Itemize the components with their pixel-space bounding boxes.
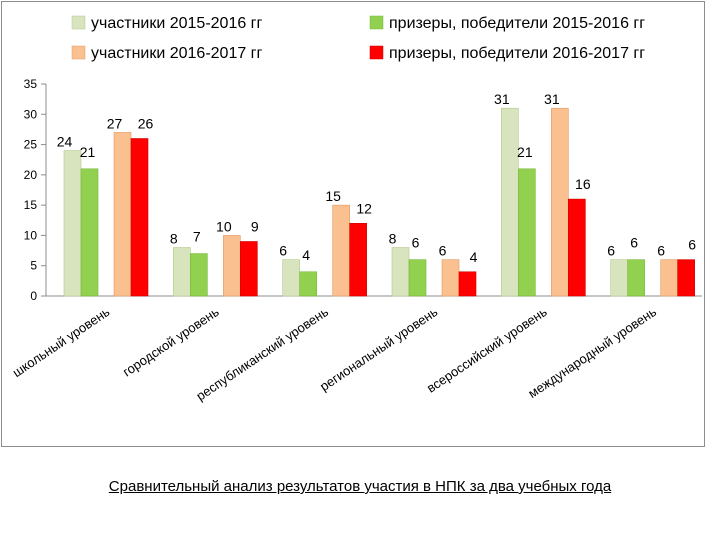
bar xyxy=(190,253,208,297)
bar xyxy=(551,107,569,297)
data-label: 6 xyxy=(607,243,615,259)
data-label: 21 xyxy=(517,144,533,160)
data-label: 26 xyxy=(138,116,154,132)
category-label: региональный уровень xyxy=(317,304,440,394)
data-label: 6 xyxy=(439,243,447,259)
bar xyxy=(113,132,132,297)
data-label: 8 xyxy=(170,231,178,247)
legend-label: участники 2015-2016 гг xyxy=(91,15,263,32)
data-label: 31 xyxy=(544,91,560,107)
bar xyxy=(80,168,99,297)
legend-label: призеры, победители 2015-2016 гг xyxy=(389,15,645,32)
data-label: 9 xyxy=(251,218,259,234)
bar xyxy=(299,271,317,297)
bar xyxy=(349,223,367,297)
bar xyxy=(610,259,628,297)
data-label: 7 xyxy=(193,229,201,245)
y-tick-label: 0 xyxy=(30,289,37,303)
chart-frame: 0 5 10 15 20 25 30 35 участники 2015-2016 гг приз… xyxy=(1,1,705,447)
bar xyxy=(63,150,82,297)
chart-caption: Сравнительный анализ результатов участия… xyxy=(108,478,612,495)
bar xyxy=(282,259,300,297)
bar-chart: 0 5 10 15 20 25 30 35 участники 2015-2016 гг приз… xyxy=(10,15,702,404)
bar xyxy=(568,198,586,297)
data-label: 15 xyxy=(325,188,341,204)
data-label: 27 xyxy=(107,115,123,131)
bar xyxy=(332,204,350,297)
legend-label: участники 2016-2017 гг xyxy=(91,45,263,62)
data-label: 6 xyxy=(279,243,287,259)
y-tick-label: 20 xyxy=(24,168,38,182)
bar xyxy=(660,259,678,297)
data-label: 16 xyxy=(575,176,591,192)
bar xyxy=(627,259,645,297)
y-tick-label: 25 xyxy=(24,138,38,152)
data-label: 6 xyxy=(630,235,638,251)
bar xyxy=(223,235,241,297)
y-tick-label: 35 xyxy=(24,77,38,91)
data-label: 24 xyxy=(57,134,73,150)
data-label: 6 xyxy=(412,235,420,251)
legend-label: призеры, победители 2016-2017 гг xyxy=(389,45,645,62)
bar xyxy=(408,259,427,297)
data-label: 6 xyxy=(688,237,696,253)
data-label: 12 xyxy=(356,200,372,216)
y-tick-label: 5 xyxy=(30,259,37,273)
y-tick-label: 10 xyxy=(24,228,38,242)
bar xyxy=(173,247,191,297)
bar xyxy=(130,138,149,297)
legend-swatch xyxy=(71,45,86,60)
data-label: 21 xyxy=(80,144,96,160)
legend-swatch xyxy=(71,15,86,30)
bar xyxy=(501,107,519,297)
bar xyxy=(441,259,460,297)
legend-swatch xyxy=(369,15,384,30)
category-label: школьный уровень xyxy=(10,304,113,380)
data-label: 4 xyxy=(470,249,478,265)
bar xyxy=(458,271,477,297)
legend-swatch xyxy=(369,45,384,60)
bar xyxy=(240,241,258,297)
bar xyxy=(677,259,695,297)
category-label: городской уровень xyxy=(120,304,222,380)
data-label: 6 xyxy=(657,243,665,259)
data-label: 8 xyxy=(389,231,397,247)
data-label: 4 xyxy=(302,247,310,263)
data-label: 31 xyxy=(494,91,510,107)
bar xyxy=(518,168,536,297)
category-label: всероссийский уровень xyxy=(424,304,550,396)
data-label: 10 xyxy=(216,218,232,234)
y-tick-label: 30 xyxy=(24,107,38,121)
bar xyxy=(391,247,410,297)
y-tick-label: 15 xyxy=(24,198,38,212)
